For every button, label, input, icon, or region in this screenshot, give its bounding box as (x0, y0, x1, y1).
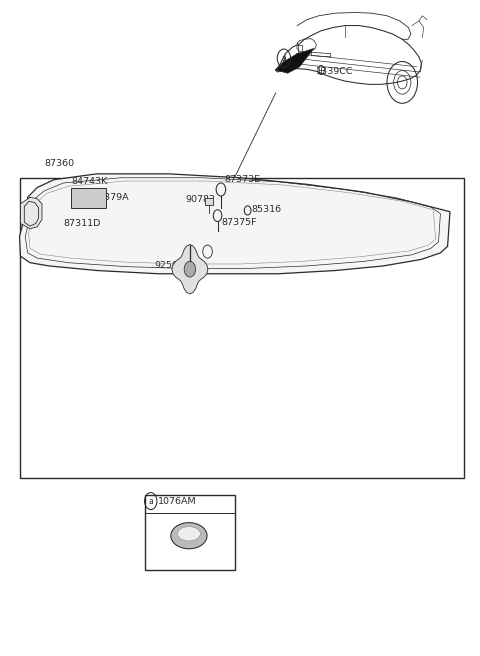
Ellipse shape (178, 527, 200, 541)
Polygon shape (172, 245, 208, 294)
Text: 1076AM: 1076AM (158, 497, 196, 506)
Ellipse shape (171, 523, 207, 549)
Bar (144, 495, 235, 569)
Text: 1339CC: 1339CC (316, 67, 354, 75)
Bar (205, 197, 213, 205)
Polygon shape (20, 174, 450, 274)
Text: 90782: 90782 (185, 195, 215, 204)
Bar (71, 188, 107, 208)
Text: 87379A: 87379A (92, 193, 129, 202)
Polygon shape (21, 197, 42, 229)
Circle shape (184, 261, 196, 277)
Polygon shape (24, 201, 38, 226)
Text: a: a (148, 497, 153, 506)
Text: 92507: 92507 (154, 262, 184, 270)
Text: 87311D: 87311D (63, 219, 101, 228)
Bar (21, 178, 464, 478)
Text: 87360: 87360 (44, 159, 74, 168)
Text: 87375F: 87375F (222, 218, 257, 227)
Text: a: a (282, 54, 286, 63)
Text: 87373E: 87373E (225, 175, 261, 184)
Text: 84743K: 84743K (72, 176, 108, 186)
Polygon shape (276, 49, 314, 73)
Text: 85316: 85316 (251, 205, 281, 214)
